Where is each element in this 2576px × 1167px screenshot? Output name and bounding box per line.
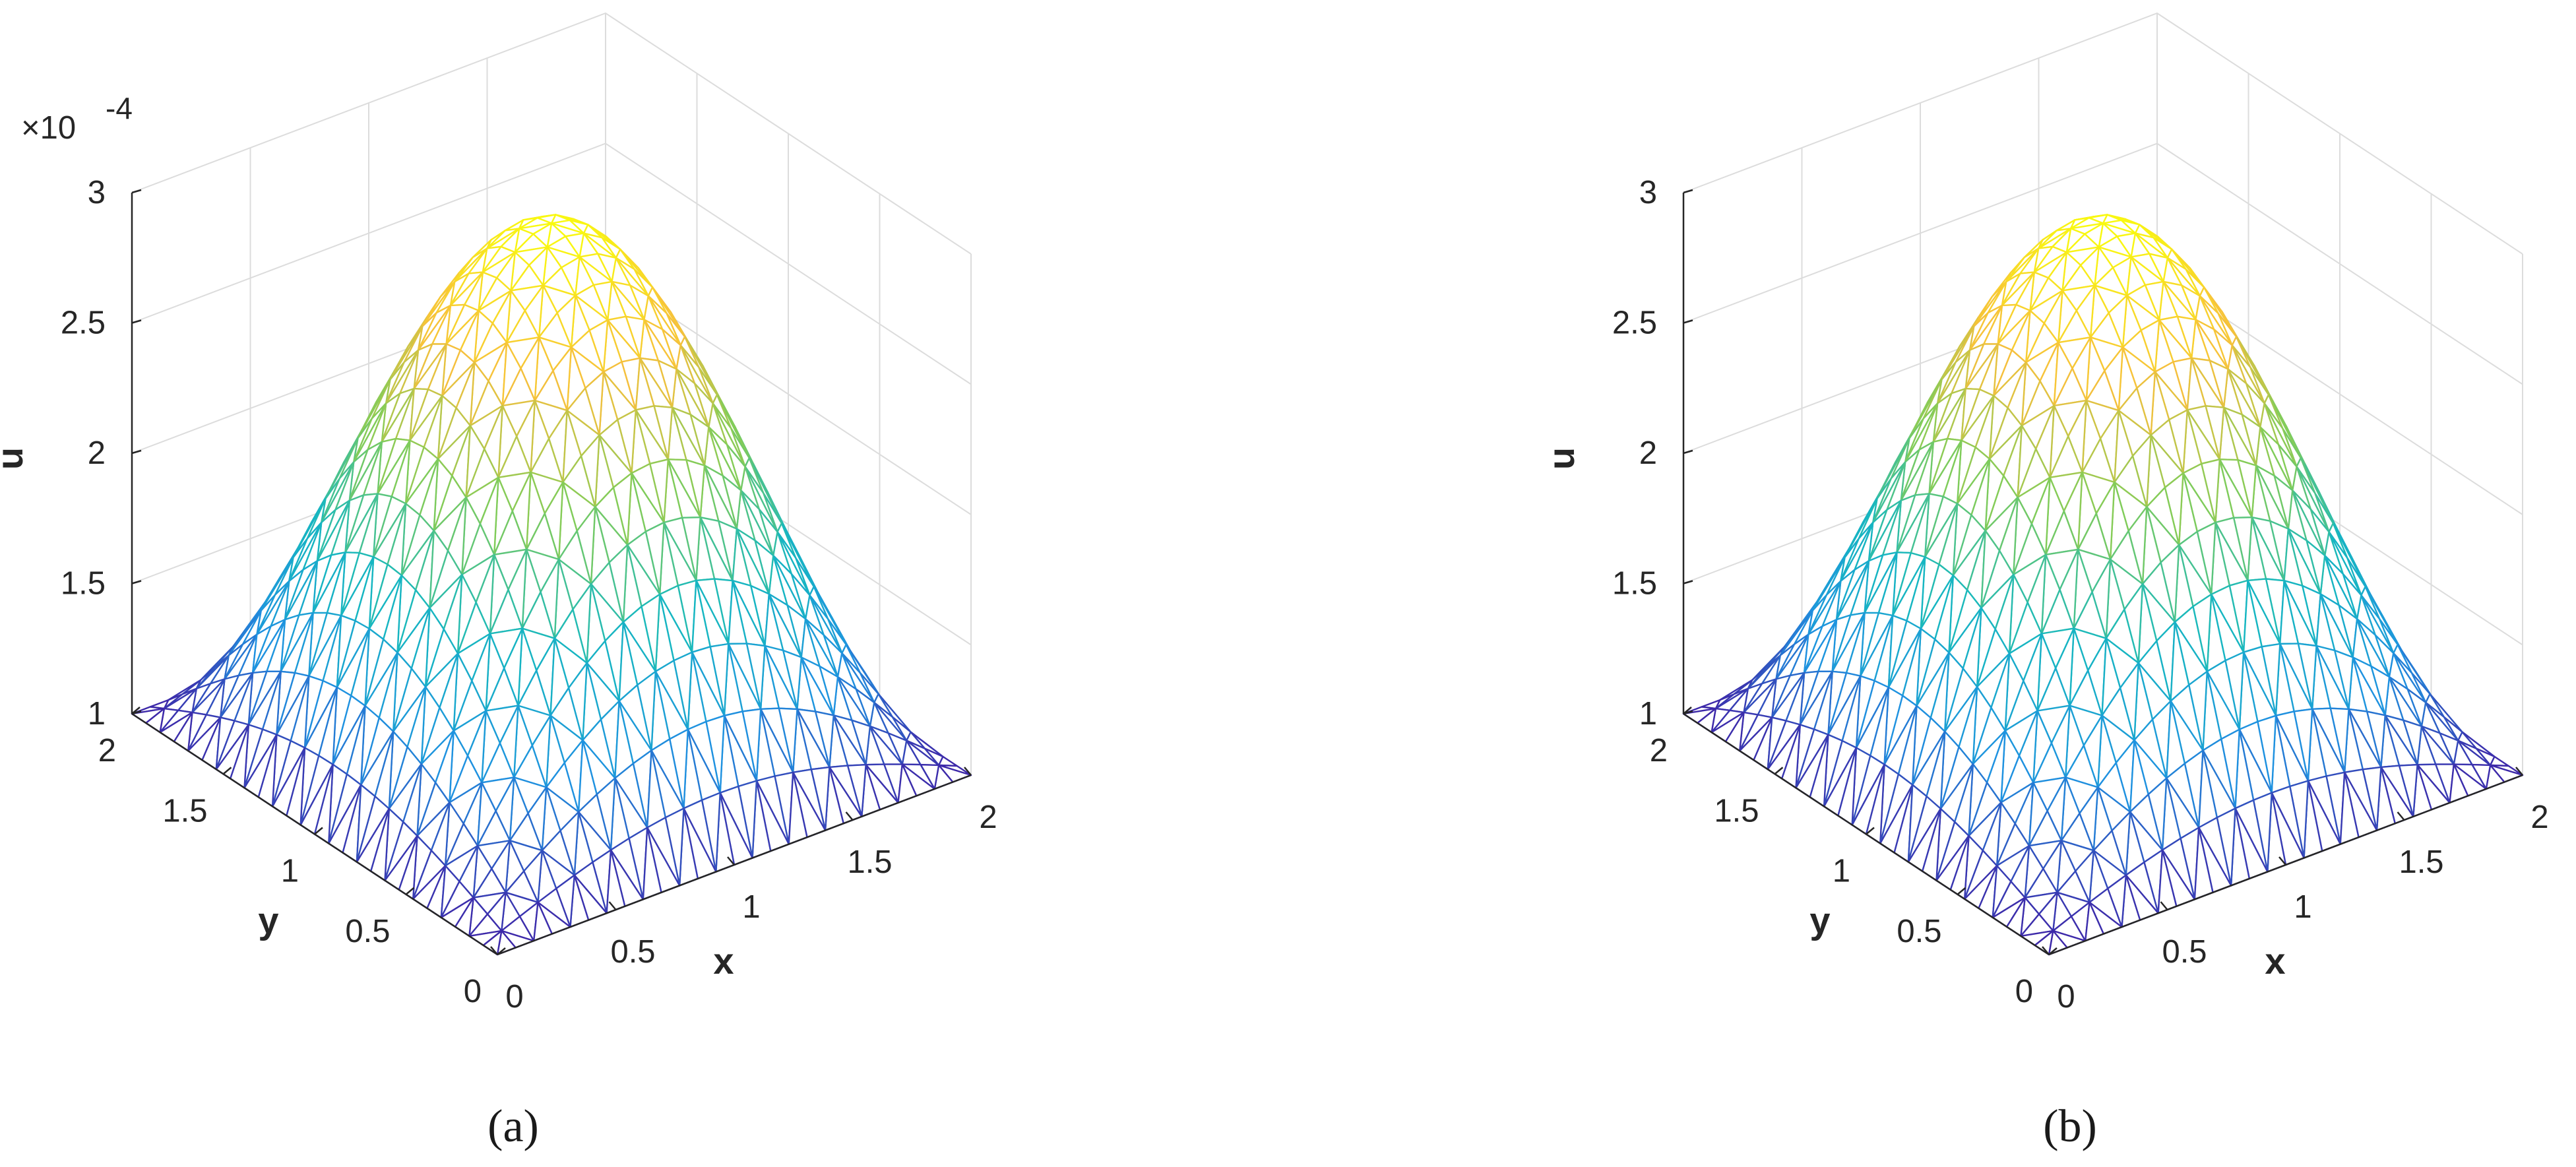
z-tick-mark [131,189,142,194]
z-multiplier-label: ×10 [21,110,76,146]
x-tick-mark [2042,946,2050,955]
z-tick-mark [131,580,142,584]
z-tick-mark [131,319,142,324]
y-tick-label: 1 [281,854,299,889]
z-tick-mark [1683,189,1693,194]
z-tick-label: 2 [88,435,106,471]
x-tick-mark [727,856,735,866]
z-tick-mark [1683,449,1693,455]
z-tick-label: 1.5 [1612,566,1657,602]
y-tick-label: 2 [98,733,116,769]
z-tick-label: 1 [88,696,106,732]
x-axis-label: x [713,940,734,982]
z-tick-label: 2 [1639,435,1657,471]
y-tick-mark [1774,767,1784,775]
y-tick-mark [2048,947,2058,955]
y-axis-label: y [1809,900,1830,941]
y-tick-label: 0 [2015,974,2033,1009]
x-tick-mark [2515,767,2523,776]
y-tick-mark [1957,887,1966,895]
y-tick-label: 1.5 [162,793,207,829]
y-tick-mark [497,947,506,955]
x-tick-label: 0.5 [2162,934,2207,970]
y-axis-label: y [258,900,278,941]
x-tick-label: 2 [979,800,997,835]
z-tick-label: 3 [1639,175,1657,210]
y-tick-label: 0.5 [1897,914,1941,949]
x-tick-label: 0.5 [610,934,655,970]
y-tick-label: 1 [1833,854,1850,889]
z-tick-label: 2.5 [1612,305,1657,341]
panel-b: 0 0.5 1 1.5 2 0 0.5 1 1.5 2 1 1.5 2 2.5 3 x y u (b) [1288,0,2575,1164]
x-tick-mark [608,901,617,910]
y-tick-mark [314,827,323,835]
x-tick-mark [845,811,854,821]
y-tick-label: 2 [1650,733,1668,769]
x-tick-label: 0 [505,979,523,1015]
z-tick-label: 1.5 [61,566,106,602]
x-tick-mark [964,767,972,776]
z-exponent-label: -4 [106,91,133,125]
subcaption-b: (b) [2043,1101,2097,1152]
z-tick-mark [131,449,142,455]
z-axis-label: u [1540,447,1582,470]
x-tick-label: 1.5 [2399,844,2443,880]
z-tick-label: 2.5 [61,305,106,341]
z-tick-mark [1683,319,1693,324]
z-axis-label: u [0,447,30,470]
x-tick-label: 1 [742,889,760,925]
y-tick-mark [1866,827,1875,835]
y-tick-mark [405,887,415,895]
x-tick-mark [2278,856,2286,866]
x-tick-mark [2160,901,2168,910]
x-tick-label: 0 [2057,979,2075,1015]
x-tick-mark [2397,811,2405,821]
z-tick-label: 1 [1639,696,1657,732]
z-tick-label: 3 [88,175,106,210]
y-tick-label: 0.5 [345,914,390,949]
y-tick-label: 1.5 [1714,793,1759,829]
x-tick-mark [490,946,498,955]
subcaption-a: (a) [487,1101,539,1152]
x-tick-label: 1 [2294,889,2311,925]
z-tick-mark [1683,710,1693,715]
x-tick-label: 1.5 [847,844,892,880]
x-axis-label: x [2265,940,2285,982]
x-tick-label: 2 [2530,800,2548,835]
y-tick-mark [222,767,232,775]
z-tick-mark [1683,580,1693,584]
y-tick-label: 0 [464,974,482,1009]
z-tick-mark [131,710,142,715]
